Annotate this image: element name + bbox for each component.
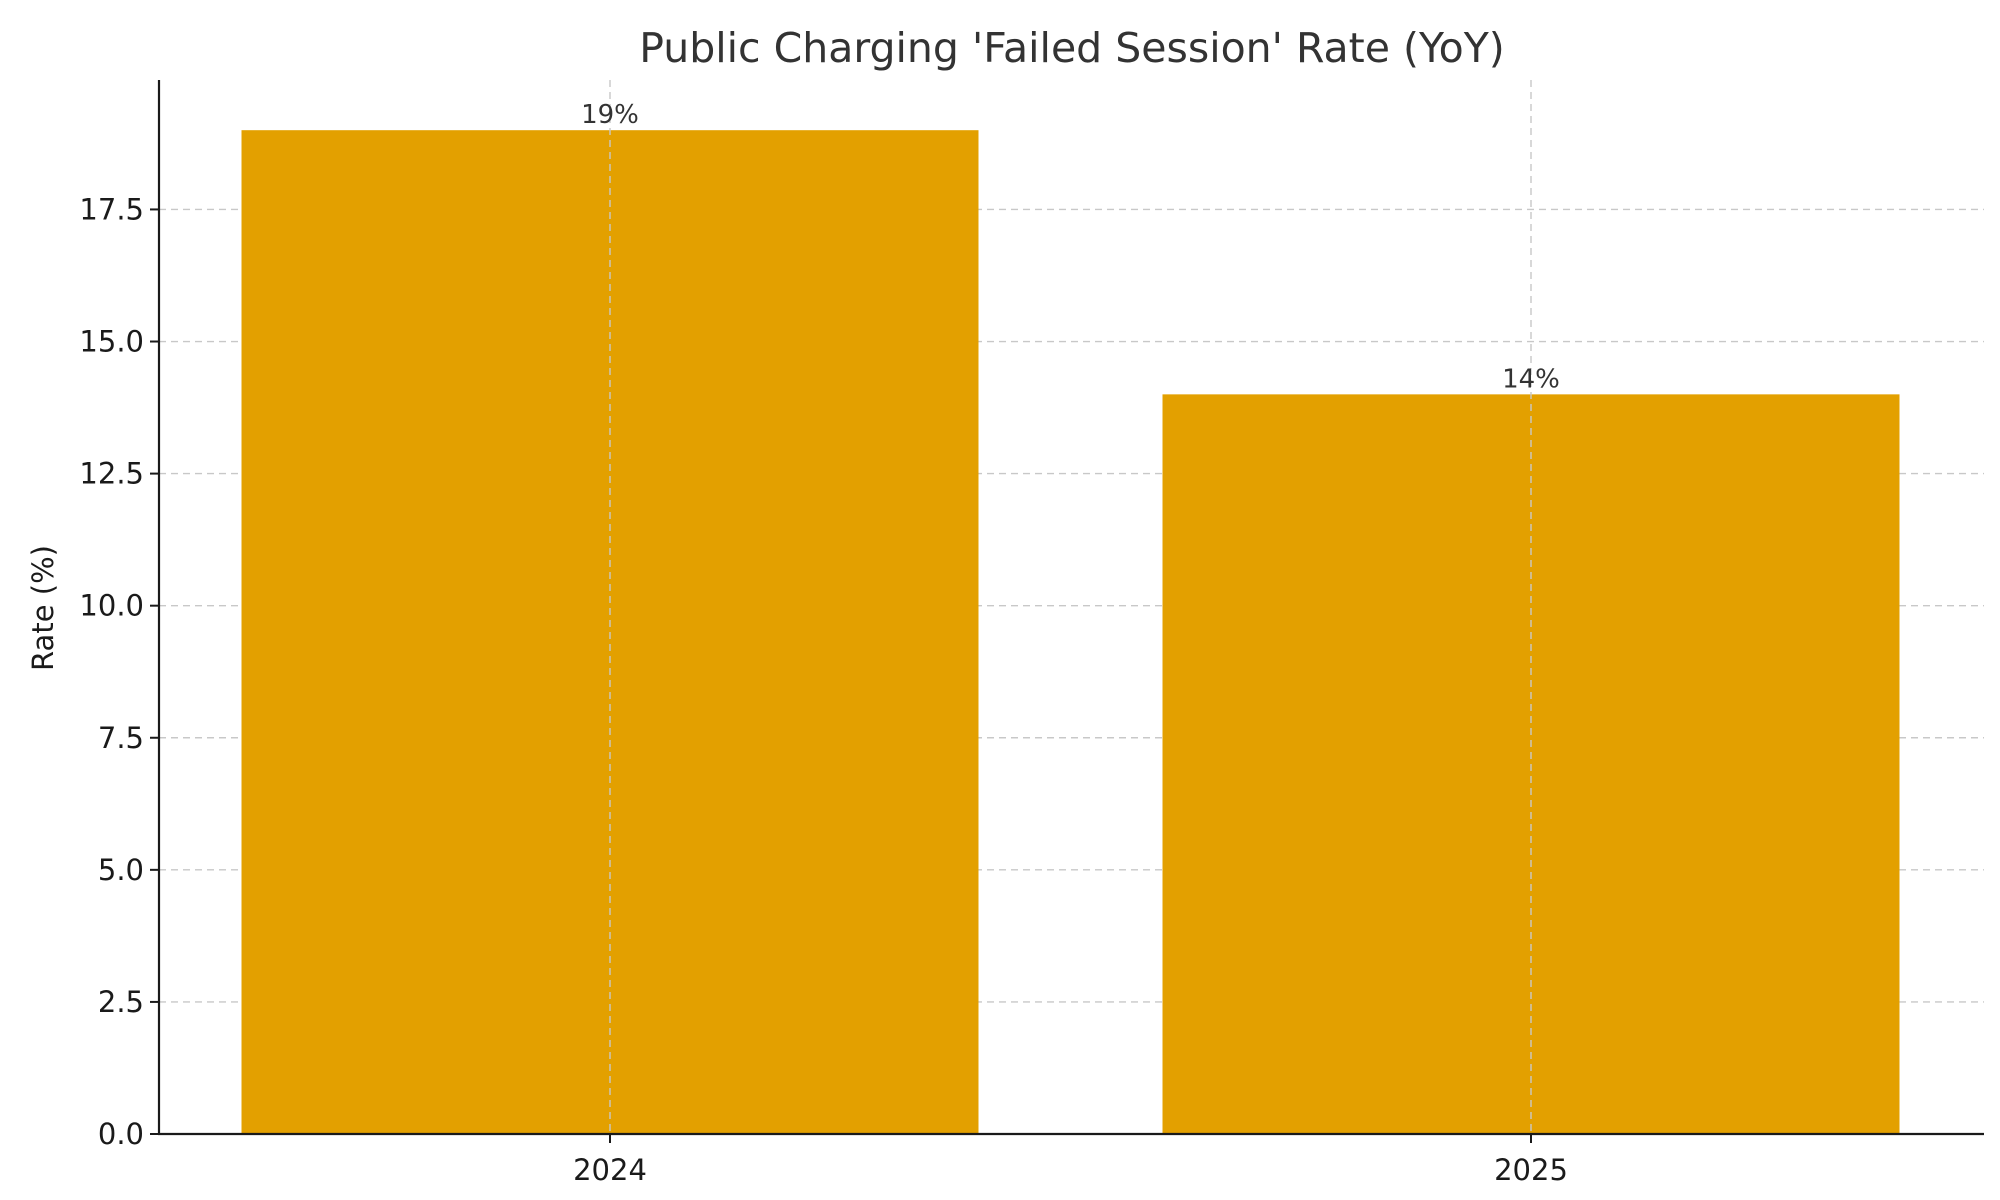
- y-tick-label: 15.0: [79, 325, 144, 359]
- data-label-2024: 19%: [581, 100, 639, 130]
- bars-layer: [241, 130, 1900, 1134]
- vertical-grid-layer: [609, 80, 1532, 1134]
- y-tick-label: 5.0: [98, 853, 144, 887]
- chart-title: Public Charging 'Failed Session' Rate (Y…: [639, 24, 1504, 72]
- axes-layer: [150, 80, 1984, 1143]
- y-tick-label: 0.0: [98, 1117, 144, 1151]
- data-label-2025: 14%: [1502, 364, 1560, 394]
- labels-layer: 0.0 2.5 5.0 7.5 10.0 12.5 15.0 17.5 2024 2025 19% 1…: [79, 100, 1567, 1187]
- y-tick-label: 2.5: [98, 985, 144, 1019]
- y-tick-label: 10.0: [79, 589, 144, 623]
- y-axis-label: Rate (%): [26, 545, 60, 671]
- y-tick-label: 17.5: [79, 192, 144, 226]
- y-tick-label: 12.5: [79, 457, 144, 491]
- x-tick-label-2024: 2024: [573, 1153, 647, 1187]
- x-tick-label-2025: 2025: [1494, 1153, 1568, 1187]
- y-tick-label: 7.5: [98, 721, 144, 755]
